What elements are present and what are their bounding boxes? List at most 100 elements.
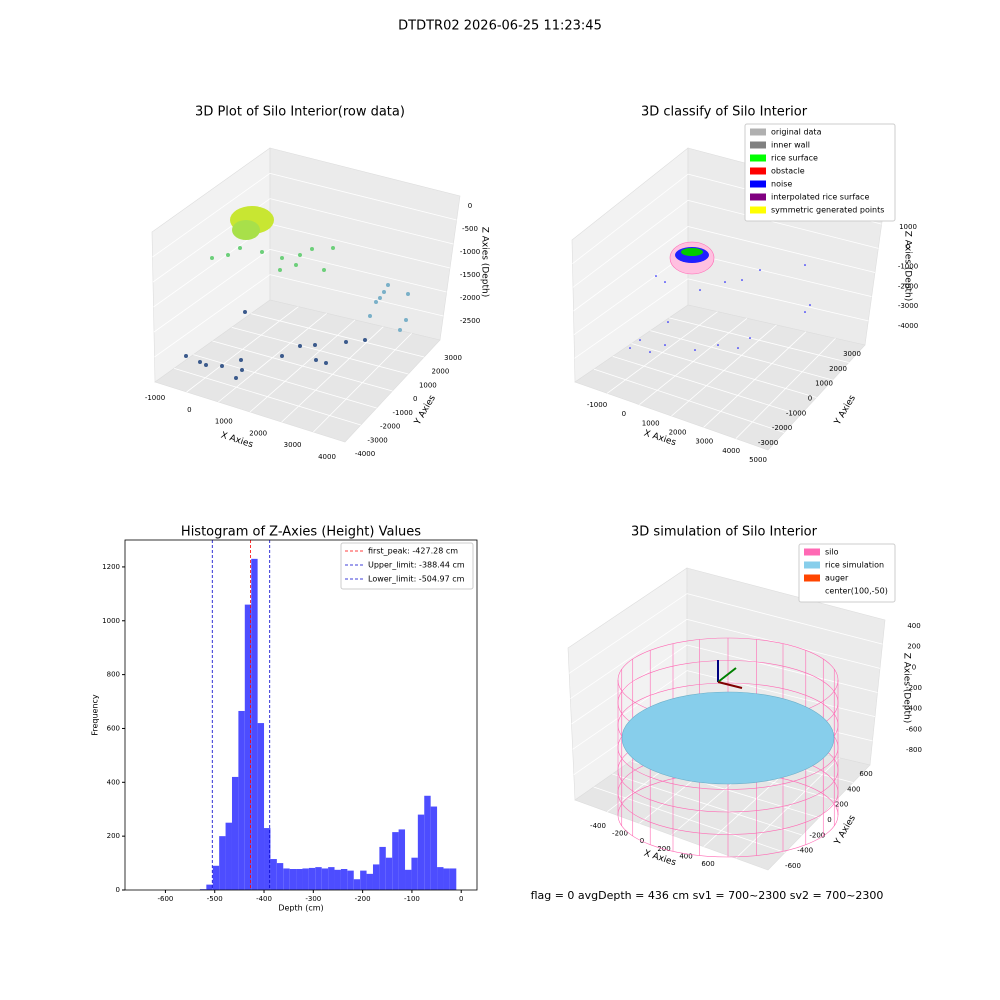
y-tick-label: 800	[107, 671, 120, 679]
pane-grid	[570, 619, 688, 699]
bar	[212, 865, 220, 890]
x-tick-label: -300	[305, 895, 321, 903]
bar	[353, 879, 361, 890]
x-tick-label: 0	[459, 895, 463, 903]
y-axis-label: Y Axies	[832, 813, 858, 847]
point	[184, 354, 188, 358]
pane-grid	[573, 252, 689, 335]
legend-label: silo	[825, 548, 839, 557]
legend-swatch	[804, 561, 820, 569]
pane-grid	[572, 200, 689, 288]
y-tick-label: 3000	[843, 350, 861, 358]
bar	[392, 832, 399, 890]
z-tick-label: -1000	[460, 248, 480, 256]
y-axis-label: Frequency	[91, 694, 100, 736]
y-tick-label: -4000	[355, 450, 375, 458]
z-tick-label: -2000	[460, 294, 480, 302]
x-tick-label: 200	[657, 845, 670, 853]
legend-swatch	[804, 548, 820, 556]
y-tick-label: 0	[413, 395, 417, 403]
point	[298, 253, 302, 257]
chart-title: 3D simulation of Silo Interior	[631, 525, 818, 540]
bar	[405, 869, 412, 890]
y-tick-label: 1000	[419, 381, 437, 389]
pane-grid	[152, 173, 271, 258]
figure-title: DTDTR02 2026-06-25 11:23:45	[398, 19, 602, 34]
point	[724, 281, 726, 283]
bar	[231, 776, 239, 890]
bar	[411, 857, 418, 890]
point	[368, 314, 372, 318]
bar	[296, 869, 303, 890]
point	[260, 250, 264, 254]
y-tick-label: -2000	[772, 424, 792, 432]
point	[243, 310, 247, 314]
bar	[417, 814, 425, 890]
bar	[340, 869, 348, 890]
point	[749, 337, 751, 339]
bar	[372, 864, 380, 890]
point	[737, 347, 739, 349]
pane-grid	[568, 593, 688, 674]
point	[210, 256, 214, 260]
y-tick-label: -3000	[758, 439, 778, 447]
z-tick-label: -200	[906, 684, 922, 692]
z-tick-label: -2500	[460, 317, 480, 325]
point	[226, 253, 230, 257]
point	[310, 247, 314, 251]
bar	[347, 870, 354, 890]
pane-grid	[269, 274, 444, 317]
y-tick-label: 1200	[102, 563, 120, 571]
y-tick-label: -600	[785, 862, 801, 870]
x-tick-label: -200	[612, 830, 628, 838]
x-tick-label: 0	[187, 406, 191, 414]
pane-grid	[571, 644, 688, 725]
legend-box	[798, 543, 896, 603]
legend-swatch	[750, 167, 766, 175]
bar	[385, 857, 393, 890]
point	[313, 343, 317, 347]
point	[649, 351, 651, 353]
legend-label: Lower_limit: -504.97 cm	[368, 575, 465, 584]
point	[639, 339, 641, 341]
legend-label: symmetric generated points	[771, 206, 884, 215]
auger	[717, 667, 737, 683]
point	[344, 340, 348, 344]
point	[280, 354, 284, 358]
legend-label: noise	[771, 180, 792, 189]
y-tick-label: 2000	[432, 368, 450, 376]
bar	[283, 868, 290, 890]
bar	[206, 884, 213, 890]
point	[234, 376, 238, 380]
y-tick-label: 0	[116, 886, 120, 894]
legend-label: center(100,-50)	[825, 587, 888, 596]
x-axis-label: Depth (cm)	[278, 904, 323, 913]
z-tick-label: 200	[907, 643, 920, 651]
bar	[238, 710, 245, 890]
legend-swatch	[804, 574, 820, 582]
z-tick-label: 0	[468, 202, 472, 210]
y-tick-label: 200	[835, 801, 848, 809]
x-tick-label: 1000	[215, 418, 233, 426]
z-axis-label: Z Axies (Depth)	[902, 653, 912, 724]
point	[664, 344, 666, 346]
bar	[308, 867, 316, 890]
y-tick-label: 600	[859, 770, 872, 778]
bar	[225, 822, 232, 890]
legend-box	[340, 542, 474, 590]
point	[699, 289, 701, 291]
y-tick-label: 600	[107, 724, 120, 732]
point	[278, 268, 282, 272]
point	[382, 290, 386, 294]
x-tick-label: 3000	[695, 438, 713, 446]
bar	[328, 867, 335, 890]
point	[694, 349, 696, 351]
bar	[257, 723, 265, 890]
point	[238, 246, 242, 250]
y-tick-label: -1000	[393, 409, 413, 417]
x-tick-label: 4000	[722, 447, 740, 455]
z-tick-label: -1000	[898, 263, 918, 271]
legend-swatch	[750, 128, 766, 136]
pane-grid	[572, 670, 688, 750]
pane-grid	[572, 173, 689, 264]
